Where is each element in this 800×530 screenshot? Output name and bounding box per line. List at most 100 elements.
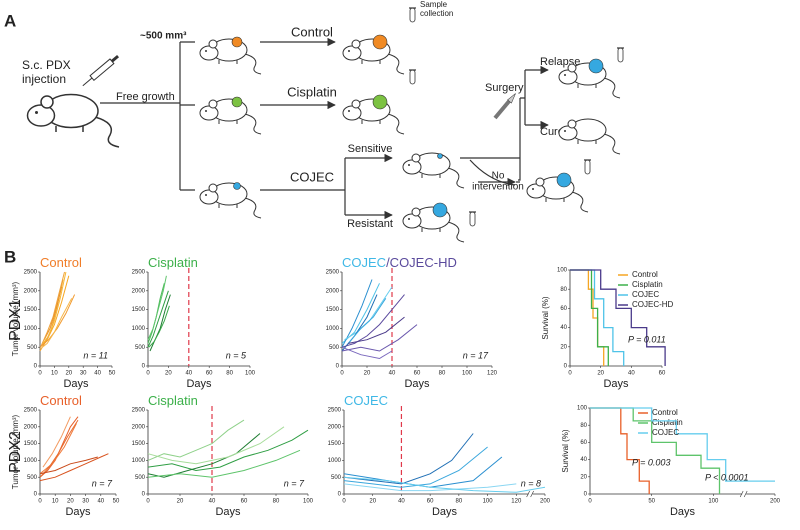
x-tick-label: 80: [226, 371, 233, 377]
y-tick-label: 500: [135, 345, 146, 351]
legend-label: Control: [632, 270, 658, 279]
y-tick-label: 2500: [24, 408, 38, 414]
label: Cisplatin: [287, 84, 337, 99]
y-tick-label: 1500: [132, 441, 146, 447]
mouse-tail: [571, 191, 589, 213]
growth-curve: [341, 279, 373, 348]
y-tick-label: 2500: [132, 270, 146, 276]
mouse-tail: [603, 77, 621, 99]
x-tick-label: 0: [342, 499, 346, 505]
x-tick-label: 20: [177, 499, 184, 505]
y-tick-label: 2000: [328, 424, 342, 430]
x-tick-label: 20: [369, 499, 376, 505]
x-tick-label: 120: [487, 371, 498, 377]
mouse-ear: [535, 177, 545, 187]
mouse-eye: [35, 111, 38, 114]
x-tick-label: 20: [67, 499, 74, 505]
y-tick-label: 1500: [328, 441, 342, 447]
x-tick-label: 50: [648, 499, 655, 505]
y-tick-label: 0: [338, 492, 342, 498]
mouse-icon: [558, 58, 621, 99]
mouse-ear: [567, 63, 577, 73]
mouse-head: [199, 189, 219, 205]
mouse-tail: [387, 113, 405, 135]
legend-label: Cisplatin: [652, 418, 683, 427]
annotation: P = 0.011: [628, 334, 666, 344]
mouse-eye: [564, 74, 566, 76]
mouse-ear: [208, 183, 218, 193]
chart: 0 20 40 60 80 100 0 50 100 200 Days Survival (%) Con…: [561, 406, 781, 518]
mouse-legs: [218, 120, 238, 124]
row-label: PDX1: [7, 299, 24, 341]
y-tick-label: 60: [560, 306, 567, 312]
y-tick-label: 2500: [326, 270, 340, 276]
x-tick-label: 0: [340, 371, 344, 377]
x-tick-label: 80: [273, 499, 280, 505]
y-axis-label: Tumor volume (mm³): [11, 414, 20, 489]
mouse-tail: [603, 133, 621, 155]
label: Sample: [420, 0, 448, 9]
label: Sensitive: [348, 143, 393, 155]
growth-curve: [39, 298, 73, 350]
title-part: COJEC: [342, 255, 386, 270]
x-axis-label: Days: [63, 378, 89, 390]
y-tick-label: 0: [142, 492, 146, 498]
mouse-tail: [244, 53, 262, 75]
mouse-legs: [421, 228, 441, 232]
title-part: /COJEC-HD: [386, 255, 457, 270]
tumor: [372, 94, 388, 110]
label: intervention: [472, 182, 524, 193]
growth-curve: [147, 429, 309, 472]
panel-label: B: [4, 247, 16, 266]
mice: [26, 7, 624, 243]
mouse-eye: [205, 50, 207, 52]
label: Control: [291, 24, 333, 39]
mouse-ear: [411, 207, 421, 217]
x-tick-label: 40: [389, 371, 396, 377]
survival-curve: [590, 407, 650, 494]
y-tick-label: 2500: [132, 408, 146, 414]
mouse-head: [199, 45, 219, 61]
chart: 0 500 1000 1500 2000 2500 0 20 40 60 80 100 120 200 Da…: [328, 393, 551, 517]
y-tick-label: 1000: [24, 458, 38, 464]
x-tick-label: 80: [456, 499, 463, 505]
legend-label: Cisplatin: [632, 280, 663, 289]
label: Resistant: [347, 218, 393, 230]
x-tick-label: 100: [462, 371, 473, 377]
x-tick-label: 50: [109, 371, 116, 377]
x-tick-label: 40: [185, 371, 192, 377]
growth-curve: [347, 298, 387, 344]
mouse-head: [199, 105, 219, 121]
annotation: P < 0.0001: [705, 472, 748, 482]
mouse-legs: [577, 140, 597, 144]
chart-title: Cisplatin: [148, 255, 198, 270]
mouse-icon: [199, 36, 262, 75]
y-tick-label: 40: [580, 457, 587, 463]
growth-curve: [341, 346, 393, 360]
growth-curve: [147, 433, 261, 478]
x-tick-label: 0: [38, 371, 42, 377]
y-tick-label: 0: [142, 364, 146, 370]
tumor: [372, 34, 388, 50]
growth-curve: [147, 426, 285, 465]
y-tick-label: 500: [329, 345, 340, 351]
y-tick-label: 1000: [24, 326, 38, 332]
y-tick-label: 1500: [326, 307, 340, 313]
syringe-icon: [82, 54, 120, 87]
growth-curve: [147, 275, 167, 340]
annotation: n = 8: [521, 478, 541, 488]
mouse-legs: [361, 60, 381, 64]
y-tick-label: 2000: [24, 424, 38, 430]
chart: 0 500 1000 1500 2000 2500 0 10 20 30 40 50 Days Tumor…: [11, 255, 116, 389]
connectors: [100, 37, 549, 220]
annotation: n = 11: [83, 350, 108, 360]
title-part: Cisplatin: [148, 393, 198, 408]
mouse-icon: [402, 152, 465, 189]
y-tick-label: 500: [27, 475, 38, 481]
tumor: [231, 36, 243, 48]
x-tick-label: 0: [146, 371, 150, 377]
legend-label: COJEC-HD: [632, 300, 674, 309]
annotation: P = 0.003: [632, 457, 670, 467]
mouse-ear: [351, 39, 361, 49]
